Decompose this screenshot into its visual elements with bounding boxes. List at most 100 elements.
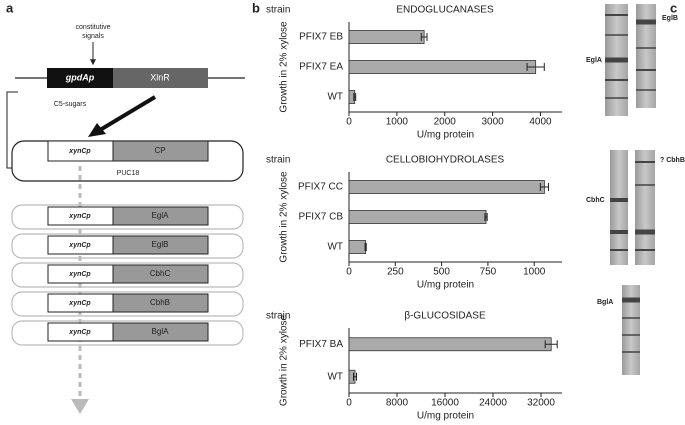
x-tick-label: 4000	[529, 117, 552, 128]
category-label: PFIX7 BA	[299, 339, 343, 350]
x-tick-label: 1000	[386, 117, 409, 128]
x-axis-label: U/mg protein	[417, 411, 474, 422]
label: xynCp	[68, 300, 91, 307]
x-tick-label: 1000	[523, 267, 546, 278]
arrow-head	[88, 123, 106, 137]
gel-label: ? CbhB	[660, 157, 685, 164]
plasmid	[11, 291, 244, 317]
x-tick-label: 8000	[386, 398, 409, 409]
y-axis-label: Growth in 2% xylose	[279, 171, 290, 263]
y-axis-label: Growth in 2% xylose	[279, 21, 290, 113]
gel-label: BglA	[597, 299, 613, 306]
plasmid	[11, 233, 244, 259]
arrow-head	[71, 399, 89, 414]
label: C5-sugars	[54, 101, 87, 108]
gene-box	[112, 322, 209, 342]
label: CbhC	[150, 269, 171, 278]
arrow	[98, 95, 157, 132]
x-tick-label: 0	[346, 117, 352, 128]
x-tick-label: 16000	[431, 398, 459, 409]
bar	[348, 60, 537, 74]
category-label: PFIX7 CC	[298, 182, 343, 193]
panel-label: b	[252, 0, 260, 15]
gene-box	[112, 235, 209, 255]
gel-label: EglB	[662, 15, 678, 22]
column-header: strain	[266, 5, 290, 16]
x-tick-label: 0	[346, 398, 352, 409]
gene-box	[112, 140, 209, 162]
bar	[348, 337, 552, 352]
label: constitutive	[75, 24, 110, 31]
gene-box	[112, 206, 209, 226]
chart-title: β-GLUCOSIDASE	[404, 311, 486, 322]
promoter-box	[47, 68, 113, 88]
x-axis-label: U/mg protein	[417, 280, 474, 291]
x-tick-label: 24000	[479, 398, 507, 409]
category-label: PFIX7 EA	[299, 62, 343, 73]
x-tick-label: 750	[480, 267, 497, 278]
column-header: strain	[266, 155, 290, 166]
chart-title: ENDOGLUCANASES	[396, 5, 494, 16]
panel-label: a	[6, 0, 14, 15]
gel-lane	[635, 150, 655, 265]
gene-box	[112, 264, 209, 284]
category-label: WT	[327, 371, 343, 382]
y-axis-label: Growth in 2% xylose	[279, 314, 290, 406]
error-bar	[484, 213, 488, 221]
label: EglA	[152, 211, 170, 220]
error-bar	[353, 372, 357, 381]
x-axis-label: U/mg protein	[417, 130, 474, 141]
x-tick-label: 3000	[481, 117, 504, 128]
label: xynCp	[68, 242, 91, 249]
bar	[348, 240, 367, 254]
x-tick-label: 32000	[527, 398, 555, 409]
x-tick-label: 500	[433, 267, 450, 278]
category-label: WT	[327, 92, 343, 103]
error-bar	[353, 93, 357, 101]
plasmid	[11, 204, 244, 230]
category-label: PFIX7 CB	[299, 212, 344, 223]
category-label: WT	[327, 242, 343, 253]
label: CbhB	[150, 298, 170, 307]
label: XlnR	[150, 72, 170, 82]
panel-label: c	[670, 0, 677, 15]
diagram: constitutive signals gpdAp XlnR C5-sugar…	[6, 24, 245, 414]
bracket	[6, 91, 18, 169]
x-tick-label: 2000	[434, 117, 457, 128]
label: signals	[82, 33, 104, 40]
bar	[348, 180, 545, 194]
gel-label: CbhC	[586, 197, 605, 204]
plasmid	[11, 320, 244, 346]
x-tick-label: 0	[346, 267, 352, 278]
gel-label: EglA	[586, 57, 602, 64]
gel-bands	[605, 14, 656, 353]
label: xynCp	[68, 271, 91, 278]
chart-title: CELLOBIOHYDROLASES	[386, 155, 505, 166]
label: CP	[154, 146, 165, 155]
label: xynCp	[68, 148, 91, 155]
category-label: PFIX7 EB	[299, 32, 343, 43]
label: EglB	[152, 240, 169, 249]
gel-lane	[636, 4, 656, 108]
label: PUC18	[117, 170, 140, 177]
gel-lane	[610, 150, 628, 265]
plasmid	[11, 262, 244, 288]
bar	[348, 210, 487, 224]
error-bar	[539, 183, 549, 191]
gels: EglB EglA CbhC ? CbhB BglA	[586, 4, 685, 375]
error-bar	[544, 340, 558, 349]
bar	[348, 30, 425, 44]
label: BglA	[152, 327, 170, 336]
gene-box	[113, 68, 208, 88]
gene-box	[112, 293, 209, 313]
x-tick-label: 250	[387, 267, 404, 278]
label: xynCp	[68, 329, 91, 336]
column-header: strain	[266, 311, 290, 322]
error-bar	[364, 243, 367, 251]
label: xynCp	[68, 213, 91, 220]
label: gpdAp	[65, 72, 95, 82]
error-bar	[420, 33, 428, 41]
error-bar	[526, 63, 545, 71]
